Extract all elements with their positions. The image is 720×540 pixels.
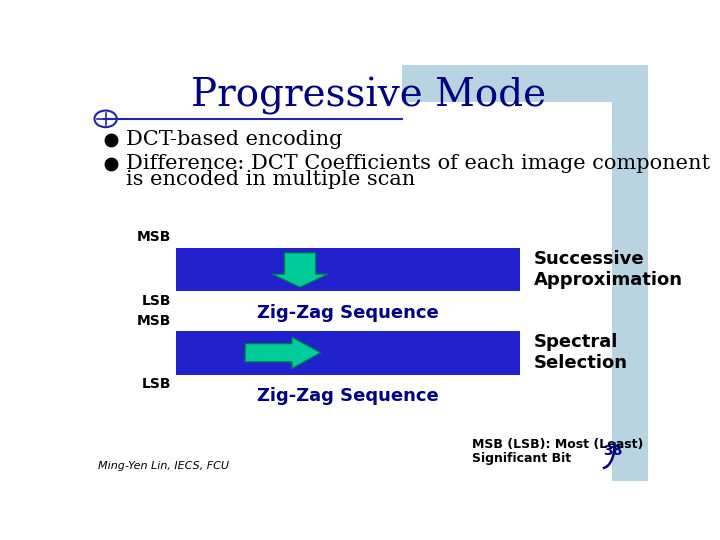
Polygon shape	[245, 337, 320, 368]
Text: Difference: DCT Coefficients of each image component: Difference: DCT Coefficients of each ima…	[126, 154, 711, 173]
Text: DCT-based encoding: DCT-based encoding	[126, 130, 343, 149]
Text: Ming-Yen Lin, IECS, FCU: Ming-Yen Lin, IECS, FCU	[99, 462, 230, 471]
Bar	[176, 248, 520, 292]
Text: 38: 38	[603, 444, 623, 458]
Text: Successive
Approximation: Successive Approximation	[534, 250, 683, 289]
Text: Progressive Mode: Progressive Mode	[192, 77, 546, 115]
Text: Significant Bit: Significant Bit	[472, 452, 572, 465]
Text: MSB: MSB	[137, 314, 171, 328]
Text: LSB: LSB	[141, 294, 171, 308]
Polygon shape	[272, 253, 328, 287]
Text: MSB: MSB	[137, 231, 171, 245]
Text: Zig-Zag Sequence: Zig-Zag Sequence	[257, 304, 439, 322]
Text: Spectral
Selection: Spectral Selection	[534, 333, 628, 372]
Text: Zig-Zag Sequence: Zig-Zag Sequence	[257, 387, 439, 405]
Bar	[612, 102, 648, 481]
Text: MSB (LSB): Most (Least): MSB (LSB): Most (Least)	[472, 437, 644, 451]
Bar	[176, 331, 520, 375]
Bar	[402, 65, 648, 102]
Text: is encoded in multiple scan: is encoded in multiple scan	[126, 170, 415, 189]
Text: LSB: LSB	[141, 377, 171, 391]
